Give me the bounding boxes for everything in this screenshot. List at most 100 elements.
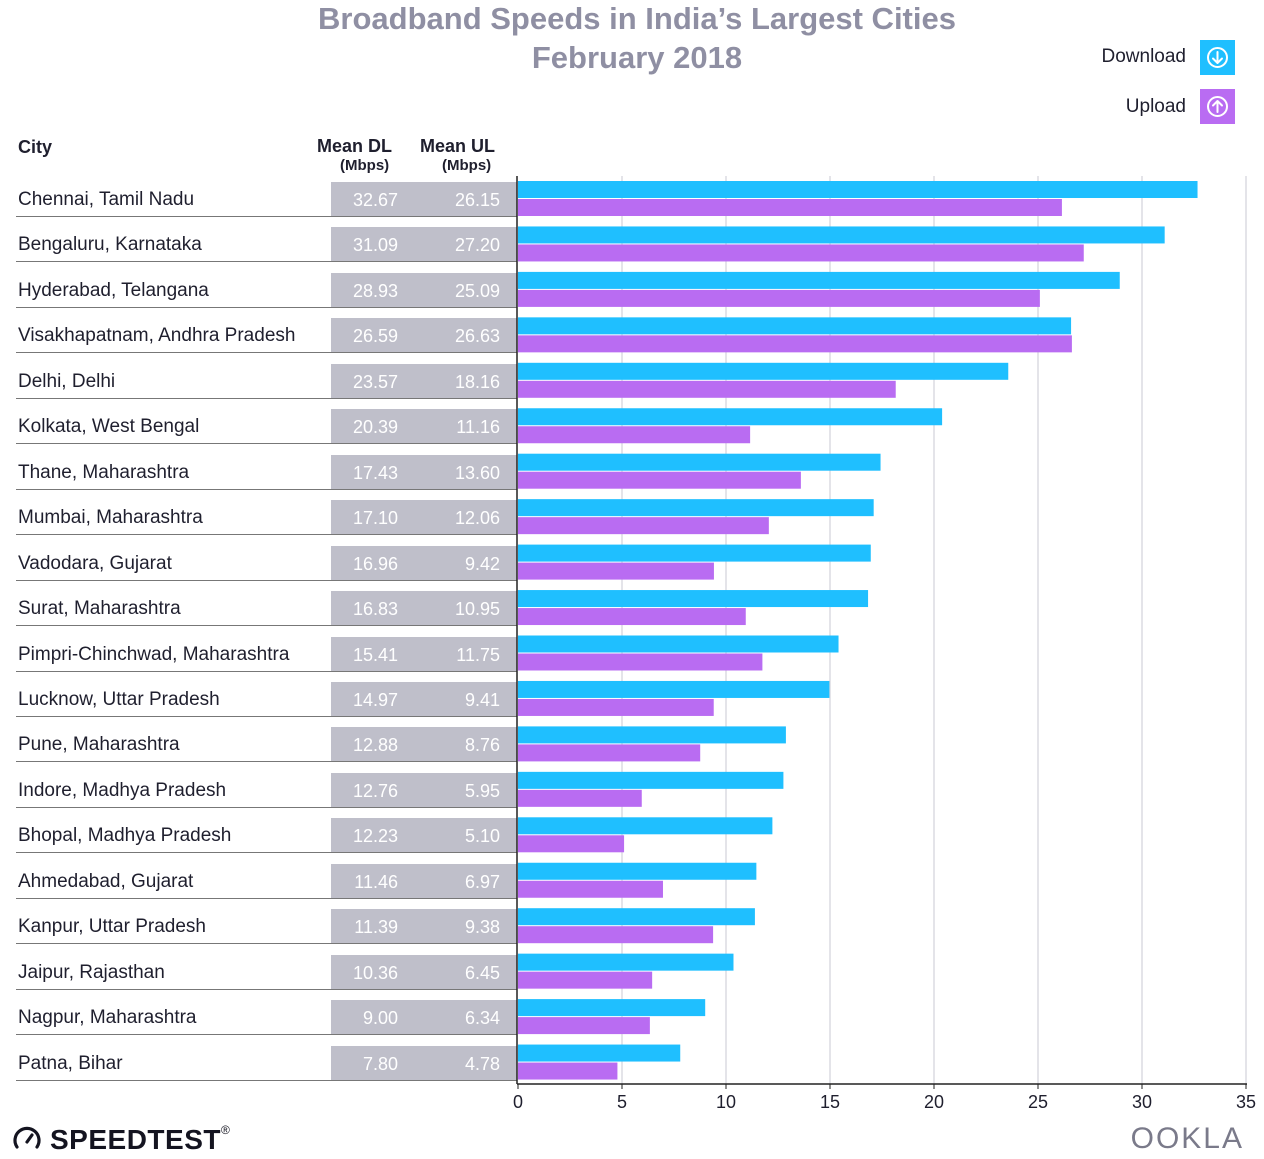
bar-upload [518,335,1072,353]
city-label: Patna, Bihar [18,1052,123,1074]
bar-download [518,680,830,698]
city-label: Visakhapatnam, Andhra Pradesh [18,325,296,347]
value-box [331,863,517,898]
bar-download [518,635,839,653]
value-box [331,954,517,989]
bar-download [518,953,734,971]
bar-upload [518,199,1062,216]
bar-download [518,771,784,789]
mean-dl-value: 12.23 [352,826,398,847]
mean-dl-value: 16.96 [352,553,398,574]
row-divider [16,1079,517,1081]
mean-ul-value: 6.45 [464,962,500,983]
column-header-mean-ul-unit: (Mbps) [442,157,492,174]
legend-upload-label: Upload [1125,96,1186,117]
city-label: Nagpur, Maharashtra [18,1007,197,1029]
mean-dl-value: 23.57 [352,371,398,392]
speedometer-icon [13,1126,41,1149]
bar-download [518,726,786,744]
bar-download [518,408,943,426]
city-label: Vadodara, Gujarat [18,552,172,574]
bar-upload [518,835,625,853]
row-divider [16,488,517,490]
row-divider [16,988,517,990]
speedtest-wordmark: SPEEDTEST [50,1124,221,1155]
row-divider [16,625,517,627]
bar-download [518,908,755,926]
bar-download [518,226,1165,244]
city-label: Ahmedabad, Gujarat [18,870,194,892]
bar-download [518,999,706,1017]
city-label: Surat, Maharashtra [18,598,181,620]
x-tick-label: 25 [1028,1092,1048,1112]
value-box [331,272,517,307]
bar-download [518,362,1009,380]
row-divider [16,352,517,354]
value-box [331,909,517,944]
legend-download-swatch [1200,40,1235,75]
bar-upload [518,698,714,716]
bar-upload [518,971,653,989]
city-label: Pune, Maharashtra [18,734,180,756]
city-label: Bhopal, Madhya Pradesh [18,825,232,847]
value-box [331,227,517,262]
mean-ul-value: 25.09 [454,280,500,301]
bar-download [518,862,757,880]
city-label: Chennai, Tamil Nadu [18,189,195,210]
chart-subtitle: February 2018 [531,40,743,75]
legend-download-label: Download [1101,46,1187,67]
value-box [331,1000,517,1035]
mean-dl-value: 11.46 [354,871,398,892]
value-box [331,454,517,489]
row-divider [16,897,517,899]
city-label: Delhi, Delhi [18,370,116,392]
mean-dl-value: 7.80 [362,1053,398,1074]
arrow-down-circle-icon [1200,40,1235,75]
bar-upload [518,426,751,444]
mean-ul-value: 9.42 [464,553,500,574]
city-label: Mumbai, Maharashtra [18,507,203,529]
value-box [331,591,517,626]
bar-upload [518,562,714,580]
trademark-symbol: ® [220,1123,231,1137]
mean-dl-value: 17.10 [352,508,398,529]
value-box [331,318,517,353]
row-divider [16,1034,517,1036]
value-box [331,363,517,398]
mean-dl-value: 15.41 [352,644,398,665]
row-divider [16,306,517,308]
bar-download [518,1044,681,1062]
column-header-mean-dl-unit: (Mbps) [340,157,390,174]
row-divider [16,943,517,945]
bar-download [518,317,1072,335]
bar-upload [518,1062,618,1080]
row-divider [16,761,517,763]
mean-dl-value: 16.83 [352,599,398,620]
bar-upload [518,926,714,944]
row-divider [16,261,517,263]
bar-upload [518,517,769,535]
bar-download [518,817,773,835]
bar-download [518,544,871,562]
speedtest-logo: SPEEDTEST ® [12,1123,231,1156]
mean-ul-value: 18.16 [454,371,500,392]
ookla-logo: OOKLA [1130,1122,1244,1155]
city-label: Jaipur, Rajasthan [18,961,165,983]
value-box [331,681,517,716]
x-tick-label: 10 [716,1092,736,1112]
mean-ul-value: 12.06 [454,508,500,529]
bar-download [518,271,1120,289]
city-label: Kanpur, Uttar Pradesh [18,916,206,938]
mean-ul-value: 26.15 [454,190,500,210]
bar-upload [518,653,763,671]
mean-ul-value: 4.78 [464,1053,500,1074]
mean-ul-value: 6.97 [464,871,500,892]
city-label: Pimpri-Chinchwad, Maharashtra [18,643,290,665]
bar-upload [518,380,896,398]
bar-download [518,590,869,608]
bar-upload [518,1017,650,1035]
bar-upload [518,289,1040,307]
mean-dl-value: 28.93 [352,280,398,301]
